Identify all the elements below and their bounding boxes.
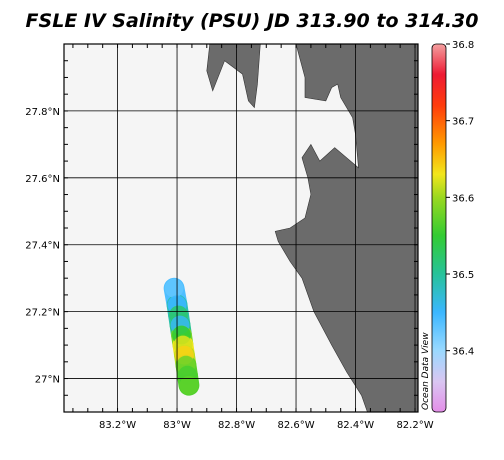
grid-layer [64, 44, 418, 412]
axis-layer: 83.2°W 83°W 82.8°W 82.6°W 82.4°W 82.2°W 27°N 27… [25, 44, 434, 431]
y-tick-label: 27.2°N [25, 308, 60, 319]
chart-title: FSLE IV Salinity (PSU) JD 313.90 to 314.… [25, 10, 479, 32]
salinity-point [179, 375, 199, 395]
y-tick-label: 27.4°N [25, 241, 60, 252]
colorbar-tick-label: 36.5 [452, 270, 474, 281]
salinity-point [164, 278, 184, 298]
x-tick-label: 82.8°W [218, 420, 255, 431]
x-tick-label: 82.6°W [277, 420, 314, 431]
x-tick-label: 82.2°W [396, 420, 433, 431]
x-tick-label: 83.2°W [99, 420, 136, 431]
land-layer [206, 44, 418, 412]
y-tick-label: 27.8°N [25, 107, 60, 118]
watermark: Ocean Data View [421, 332, 431, 410]
colorbar-tick-label: 36.7 [452, 117, 474, 128]
y-tick-label: 27.6°N [25, 174, 60, 185]
colorbar-tick-label: 36.4 [452, 347, 474, 358]
colorbar: 36.4 36.5 36.6 36.7 36.8 [431, 40, 474, 413]
land-mass-2 [274, 44, 418, 412]
y-tick-label: 27°N [35, 375, 60, 386]
colorbar-gradient [431, 43, 447, 413]
x-tick-label: 82.4°W [337, 420, 374, 431]
x-tick-label: 83°W [163, 420, 191, 431]
colorbar-tick-label: 36.6 [452, 193, 474, 204]
colorbar-tick-label: 36.8 [452, 40, 474, 51]
salinity-track-layer [163, 277, 200, 396]
land-mass-1 [206, 44, 261, 109]
